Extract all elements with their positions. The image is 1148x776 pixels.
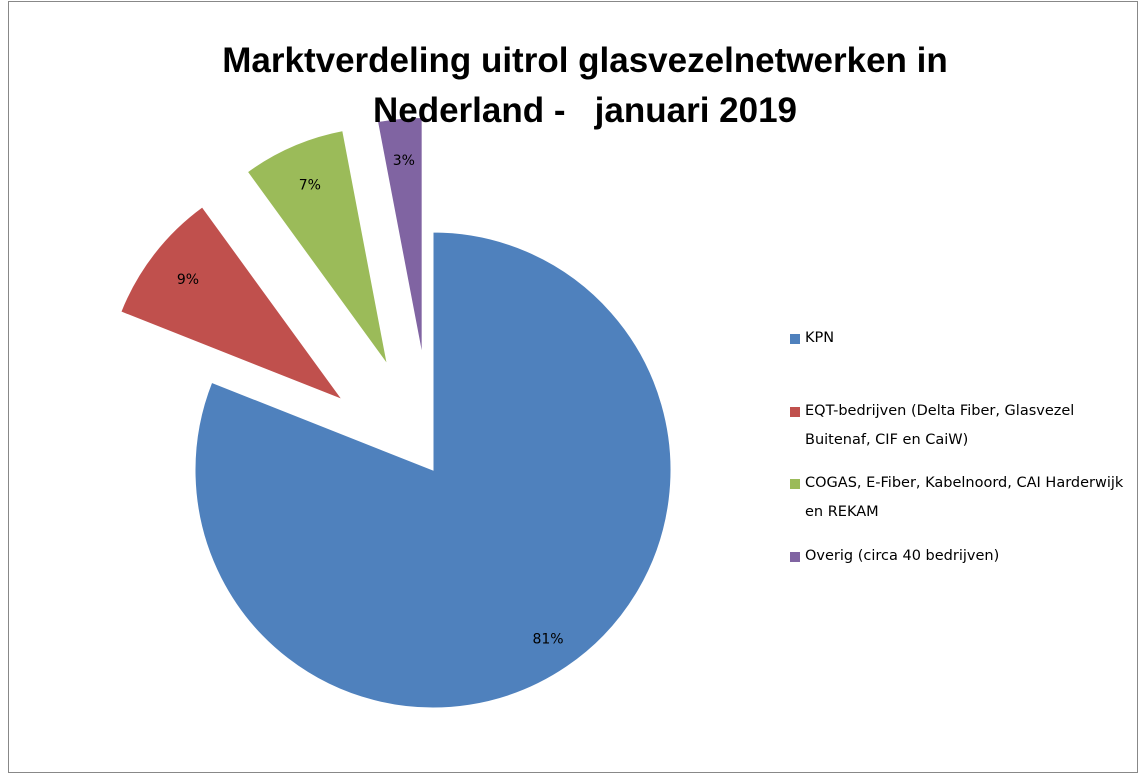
legend-label: KPN xyxy=(805,330,835,346)
legend-item: Overig (circa 40 bedrijven) xyxy=(790,542,1130,571)
legend-swatch xyxy=(790,406,800,417)
data-label: 9% xyxy=(177,272,199,288)
data-label: 7% xyxy=(299,177,321,193)
legend-label: Overig (circa 40 bedrijven) xyxy=(805,547,1000,564)
legend-swatch xyxy=(790,551,800,562)
legend-item: COGAS, E-Fiber, Kabelnoord, CAI Harderwi… xyxy=(790,469,1130,527)
pie-slice xyxy=(120,206,344,401)
pie-slice xyxy=(376,117,423,356)
legend-swatch xyxy=(790,334,800,344)
legend-item: EQT-bedrijven (Delta Fiber, Glasvezel Bu… xyxy=(790,397,1130,455)
pie-slice xyxy=(194,231,672,709)
pie-slice xyxy=(246,130,388,365)
chart-title: Marktverdeling uitrol glasvezelnetwerken… xyxy=(222,41,958,130)
legend-swatch xyxy=(790,479,800,489)
legend-label: COGAS, E-Fiber, Kabelnoord, CAI Harderwi… xyxy=(805,475,1124,520)
legend-label: EQT-bedrijven (Delta Fiber, Glasvezel Bu… xyxy=(805,402,1075,448)
data-label: 3% xyxy=(393,153,415,169)
chart-frame xyxy=(8,1,1138,773)
data-label: 81% xyxy=(532,631,563,647)
legend-item: KPN xyxy=(790,324,1130,353)
